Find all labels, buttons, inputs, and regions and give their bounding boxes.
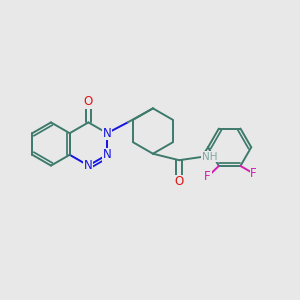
Text: O: O [175,175,184,188]
Text: N: N [103,127,112,140]
Text: N: N [84,159,93,172]
Text: F: F [250,167,257,180]
Text: O: O [84,95,93,108]
Text: F: F [204,170,211,183]
Text: N: N [103,148,112,161]
Text: NH: NH [202,152,217,162]
